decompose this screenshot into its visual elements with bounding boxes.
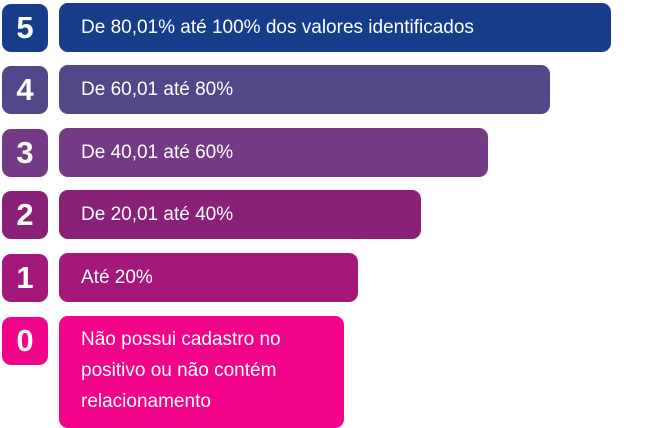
level-0-badge: 0 [2,317,48,365]
level-2-bar: De 20,01 até 40% [59,190,421,239]
level-2-badge: 2 [2,191,48,239]
level-4-badge: 4 [2,66,48,114]
level-1-badge: 1 [2,254,48,302]
level-3-bar: De 40,01 até 60% [59,128,488,177]
level-5-bar: De 80,01% até 100% dos valores identific… [59,3,611,52]
level-5-badge: 5 [2,4,48,52]
level-1-bar: Até 20% [59,253,358,302]
level-3-badge: 3 [2,129,48,177]
level-4-bar: De 60,01 até 80% [59,65,550,114]
level-0-bar: Não possui cadastro no positivo ou não c… [59,316,344,428]
